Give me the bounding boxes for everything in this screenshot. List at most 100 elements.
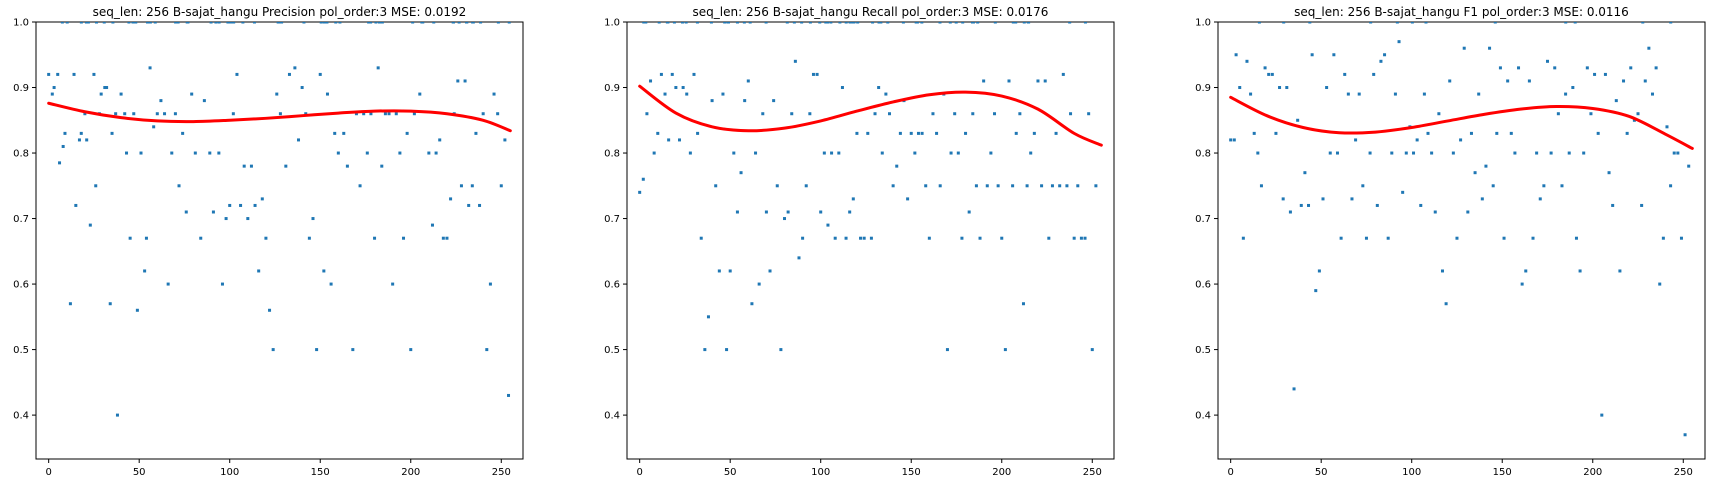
data-point — [470, 184, 474, 188]
data-point — [318, 72, 322, 76]
data-point — [1234, 53, 1238, 57]
x-tick-label: 0 — [45, 467, 51, 478]
plot-frame — [35, 21, 524, 460]
data-point — [1257, 22, 1261, 24]
data-point — [873, 112, 877, 116]
data-point — [723, 22, 727, 24]
data-point — [1346, 92, 1350, 96]
data-point — [1401, 190, 1405, 194]
data-point — [128, 236, 132, 240]
data-point — [278, 112, 282, 116]
data-point — [862, 236, 866, 240]
data-point — [110, 131, 114, 135]
data-point — [1676, 151, 1680, 155]
data-point — [801, 236, 805, 240]
data-point — [61, 144, 65, 148]
data-point — [68, 302, 72, 306]
data-point — [1296, 118, 1300, 122]
data-point — [1292, 387, 1296, 391]
data-point — [1596, 131, 1600, 135]
data-point — [1647, 46, 1651, 50]
data-point — [1573, 22, 1577, 24]
data-point — [996, 184, 1000, 188]
data-point — [1083, 236, 1087, 240]
data-point — [852, 22, 856, 24]
data-point — [1308, 22, 1312, 24]
y-tick-label: 0.4 — [1195, 411, 1211, 422]
data-point — [1574, 236, 1578, 240]
x-tick-label: 100 — [1402, 467, 1421, 478]
data-point — [1564, 22, 1568, 24]
data-point — [976, 22, 980, 24]
data-point — [680, 22, 684, 24]
data-point — [342, 131, 346, 135]
data-point — [1560, 184, 1564, 188]
data-point — [1488, 46, 1492, 50]
data-point — [800, 22, 804, 24]
data-point — [1094, 184, 1098, 188]
data-point — [1493, 22, 1497, 24]
data-point — [822, 151, 826, 155]
data-point — [856, 22, 860, 24]
data-point — [1241, 236, 1245, 240]
data-point — [825, 22, 829, 24]
data-point — [1069, 112, 1073, 116]
data-point — [871, 22, 875, 24]
data-point — [949, 151, 953, 155]
data-point — [1040, 184, 1044, 188]
data-point — [743, 99, 747, 103]
data-point — [1683, 433, 1687, 437]
data-point — [964, 131, 968, 135]
data-point — [445, 236, 449, 240]
data-point — [1047, 236, 1051, 240]
y-tick-label: 0.8 — [604, 149, 620, 160]
data-point — [456, 79, 460, 83]
data-point — [297, 138, 301, 142]
data-point — [485, 348, 489, 352]
data-point — [438, 138, 442, 142]
data-point — [1444, 302, 1448, 306]
data-point — [88, 223, 92, 227]
data-point — [1600, 413, 1604, 417]
data-point — [879, 22, 883, 24]
data-point — [58, 161, 62, 165]
y-tick-label: 0.5 — [604, 345, 620, 356]
data-point — [985, 184, 989, 188]
data-point — [79, 131, 83, 135]
data-point — [1641, 22, 1645, 24]
data-point — [1524, 269, 1528, 273]
data-point — [369, 22, 373, 24]
data-point — [670, 72, 674, 76]
y-tick-label: 0.8 — [1195, 149, 1211, 160]
x-tick-label: 150 — [311, 467, 330, 478]
data-point — [224, 217, 228, 221]
data-point — [374, 22, 378, 24]
data-point — [367, 22, 371, 24]
y-tick-label: 0.7 — [13, 214, 29, 225]
data-point — [982, 79, 986, 83]
x-tick-label: 100 — [220, 467, 239, 478]
data-point — [1372, 72, 1376, 76]
data-point — [866, 131, 870, 135]
data-point — [1567, 151, 1571, 155]
data-point — [1014, 131, 1018, 135]
data-point — [808, 22, 812, 24]
data-point — [119, 92, 123, 96]
data-point — [877, 86, 881, 90]
data-point — [471, 22, 475, 24]
data-point — [336, 151, 340, 155]
data-point — [1643, 79, 1647, 83]
data-point — [1622, 79, 1626, 83]
data-point — [232, 22, 236, 24]
data-point — [1299, 203, 1303, 207]
data-point — [1343, 72, 1347, 76]
data-point — [1679, 236, 1683, 240]
y-tick-label: 0.5 — [13, 345, 29, 356]
data-point — [260, 197, 264, 201]
data-point — [1404, 151, 1408, 155]
data-point — [1087, 112, 1091, 116]
data-point — [153, 22, 157, 24]
data-point — [421, 22, 425, 24]
data-point — [1003, 348, 1007, 352]
data-point — [199, 236, 203, 240]
